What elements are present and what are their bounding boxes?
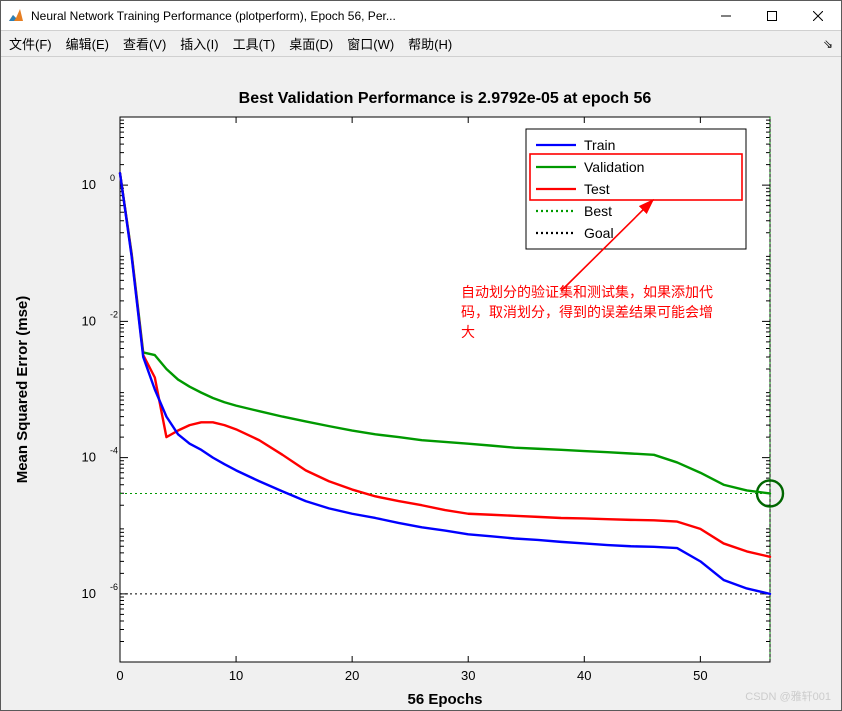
menu-insert[interactable]: 插入(I) — [180, 34, 218, 53]
svg-text:Best: Best — [584, 203, 612, 219]
svg-text:Best Validation Performance is: Best Validation Performance is 2.9792e-0… — [239, 90, 652, 107]
minimize-button[interactable] — [703, 1, 749, 31]
svg-text:20: 20 — [345, 668, 359, 683]
matlab-icon — [7, 7, 25, 25]
svg-text:50: 50 — [693, 668, 707, 683]
svg-text:Validation: Validation — [584, 159, 644, 175]
svg-text:10: 10 — [82, 313, 96, 328]
window-title: Neural Network Training Performance (plo… — [31, 9, 703, 23]
svg-text:0: 0 — [116, 668, 123, 683]
menu-help[interactable]: 帮助(H) — [408, 34, 452, 53]
svg-text:Goal: Goal — [584, 225, 614, 241]
svg-text:10: 10 — [229, 668, 243, 683]
svg-text:10: 10 — [82, 450, 96, 465]
svg-text:大: 大 — [461, 324, 475, 340]
svg-text:Mean Squared Error (mse): Mean Squared Error (mse) — [14, 296, 31, 484]
svg-text:-4: -4 — [110, 446, 118, 456]
svg-text:-2: -2 — [110, 309, 118, 319]
svg-text:30: 30 — [461, 668, 475, 683]
window-controls — [703, 1, 841, 31]
menu-window[interactable]: 窗口(W) — [347, 34, 394, 53]
svg-text:40: 40 — [577, 668, 591, 683]
svg-text:10: 10 — [82, 586, 96, 601]
svg-text:自动划分的验证集和测试集，如果添加代: 自动划分的验证集和测试集，如果添加代 — [461, 284, 713, 300]
svg-text:Test: Test — [584, 181, 610, 197]
menu-edit[interactable]: 编辑(E) — [66, 34, 109, 53]
menu-desktop[interactable]: 桌面(D) — [289, 34, 333, 53]
close-button[interactable] — [795, 1, 841, 31]
menu-tools[interactable]: 工具(T) — [233, 34, 276, 53]
menu-overflow-icon[interactable]: ⇘ — [823, 37, 833, 51]
performance-chart: Best Validation Performance is 2.9792e-0… — [1, 57, 841, 710]
menubar: 文件(F) 编辑(E) 查看(V) 插入(I) 工具(T) 桌面(D) 窗口(W… — [1, 31, 841, 57]
svg-text:0: 0 — [110, 173, 115, 183]
watermark: CSDN @雅轩001 — [745, 688, 831, 704]
app-window: Neural Network Training Performance (plo… — [0, 0, 842, 711]
maximize-button[interactable] — [749, 1, 795, 31]
svg-text:Train: Train — [584, 137, 615, 153]
svg-text:10: 10 — [82, 177, 96, 192]
svg-text:码，取消划分，得到的误差结果可能会增: 码，取消划分，得到的误差结果可能会增 — [461, 304, 713, 320]
titlebar: Neural Network Training Performance (plo… — [1, 1, 841, 31]
plot-area: Best Validation Performance is 2.9792e-0… — [1, 57, 841, 710]
menu-view[interactable]: 查看(V) — [123, 34, 166, 53]
svg-text:56 Epochs: 56 Epochs — [407, 691, 482, 708]
menu-file[interactable]: 文件(F) — [9, 34, 52, 53]
svg-text:-6: -6 — [110, 582, 118, 592]
